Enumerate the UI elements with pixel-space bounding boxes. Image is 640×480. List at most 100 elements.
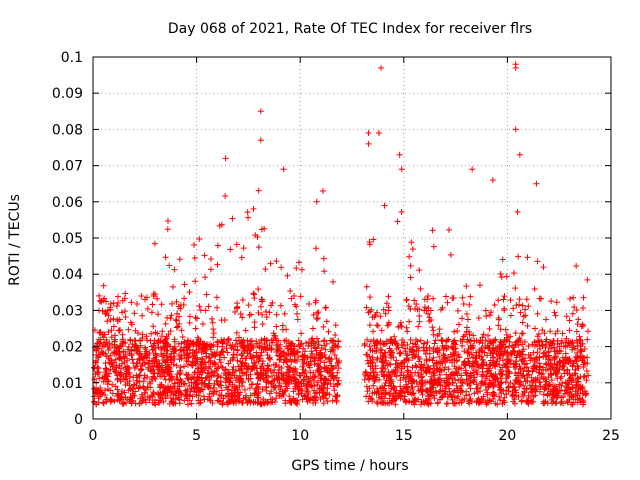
data-point bbox=[261, 400, 268, 407]
data-point bbox=[510, 344, 517, 351]
data-point bbox=[234, 347, 241, 354]
data-point bbox=[563, 335, 570, 342]
data-point bbox=[464, 338, 471, 345]
data-point bbox=[301, 376, 308, 383]
data-point bbox=[502, 326, 509, 333]
data-point bbox=[398, 360, 405, 367]
data-point bbox=[174, 310, 181, 317]
data-point bbox=[242, 360, 249, 367]
data-point bbox=[281, 338, 288, 345]
data-point bbox=[504, 364, 511, 371]
data-point bbox=[132, 327, 139, 334]
data-point bbox=[258, 371, 265, 378]
data-point bbox=[312, 345, 319, 352]
data-point bbox=[368, 396, 375, 403]
data-point bbox=[483, 386, 490, 393]
data-point bbox=[207, 346, 214, 353]
data-point bbox=[424, 296, 431, 303]
data-point bbox=[460, 300, 467, 307]
data-point bbox=[253, 352, 260, 359]
data-point bbox=[210, 341, 217, 348]
data-point bbox=[503, 363, 510, 370]
data-point bbox=[580, 305, 587, 312]
data-point bbox=[394, 218, 401, 225]
data-point bbox=[520, 313, 527, 320]
data-point bbox=[293, 349, 300, 356]
data-point bbox=[434, 346, 441, 353]
data-point bbox=[205, 358, 212, 365]
data-point bbox=[584, 360, 591, 367]
data-point bbox=[314, 314, 321, 321]
data-point bbox=[495, 314, 502, 321]
data-point bbox=[516, 296, 523, 303]
data-point bbox=[480, 331, 487, 338]
data-point bbox=[113, 364, 120, 371]
data-point bbox=[402, 384, 409, 391]
data-point bbox=[103, 396, 110, 403]
data-point bbox=[454, 371, 461, 378]
data-point bbox=[390, 383, 397, 390]
data-point bbox=[127, 386, 134, 393]
data-point bbox=[334, 392, 341, 399]
data-point bbox=[542, 360, 549, 367]
data-point bbox=[248, 311, 255, 318]
data-point bbox=[331, 342, 338, 349]
data-point bbox=[443, 379, 450, 386]
data-point bbox=[484, 397, 491, 404]
data-point bbox=[430, 347, 437, 354]
data-point bbox=[517, 366, 524, 373]
data-point bbox=[400, 342, 407, 349]
data-point bbox=[299, 266, 306, 273]
data-point bbox=[207, 363, 214, 370]
data-point bbox=[133, 363, 140, 370]
data-point bbox=[129, 394, 136, 401]
data-point bbox=[171, 266, 178, 273]
data-point bbox=[509, 393, 516, 400]
data-point bbox=[130, 359, 137, 366]
data-point bbox=[516, 301, 523, 308]
data-point bbox=[270, 369, 277, 376]
data-point bbox=[131, 365, 138, 372]
data-point bbox=[560, 343, 567, 350]
data-point bbox=[287, 350, 294, 357]
data-point bbox=[416, 358, 423, 365]
data-point bbox=[167, 384, 174, 391]
data-point bbox=[407, 369, 414, 376]
data-point bbox=[114, 317, 121, 324]
data-point bbox=[139, 394, 146, 401]
data-point bbox=[381, 202, 388, 209]
data-point bbox=[467, 293, 474, 300]
data-point bbox=[521, 361, 528, 368]
data-point bbox=[525, 367, 532, 374]
data-point bbox=[125, 326, 132, 333]
data-point bbox=[131, 337, 138, 344]
data-point bbox=[98, 297, 105, 304]
data-point bbox=[232, 367, 239, 374]
data-point bbox=[283, 343, 290, 350]
data-point bbox=[570, 294, 577, 301]
data-point bbox=[501, 399, 508, 406]
data-point bbox=[100, 378, 107, 385]
data-point bbox=[413, 343, 420, 350]
data-point bbox=[230, 346, 237, 353]
data-point bbox=[229, 215, 236, 222]
data-point bbox=[464, 324, 471, 331]
data-point bbox=[152, 329, 159, 336]
data-point bbox=[97, 336, 104, 343]
data-point bbox=[404, 352, 411, 359]
data-point bbox=[569, 385, 576, 392]
data-point bbox=[209, 319, 216, 326]
data-point bbox=[229, 369, 236, 376]
data-point bbox=[501, 293, 508, 300]
data-point bbox=[332, 322, 339, 329]
data-point bbox=[220, 348, 227, 355]
data-point bbox=[269, 299, 276, 306]
data-point bbox=[312, 373, 319, 380]
data-point bbox=[496, 361, 503, 368]
data-point bbox=[510, 305, 517, 312]
data-point bbox=[490, 396, 497, 403]
data-point bbox=[238, 377, 245, 384]
data-point bbox=[333, 393, 340, 400]
data-point bbox=[334, 381, 341, 388]
data-point bbox=[198, 374, 205, 381]
